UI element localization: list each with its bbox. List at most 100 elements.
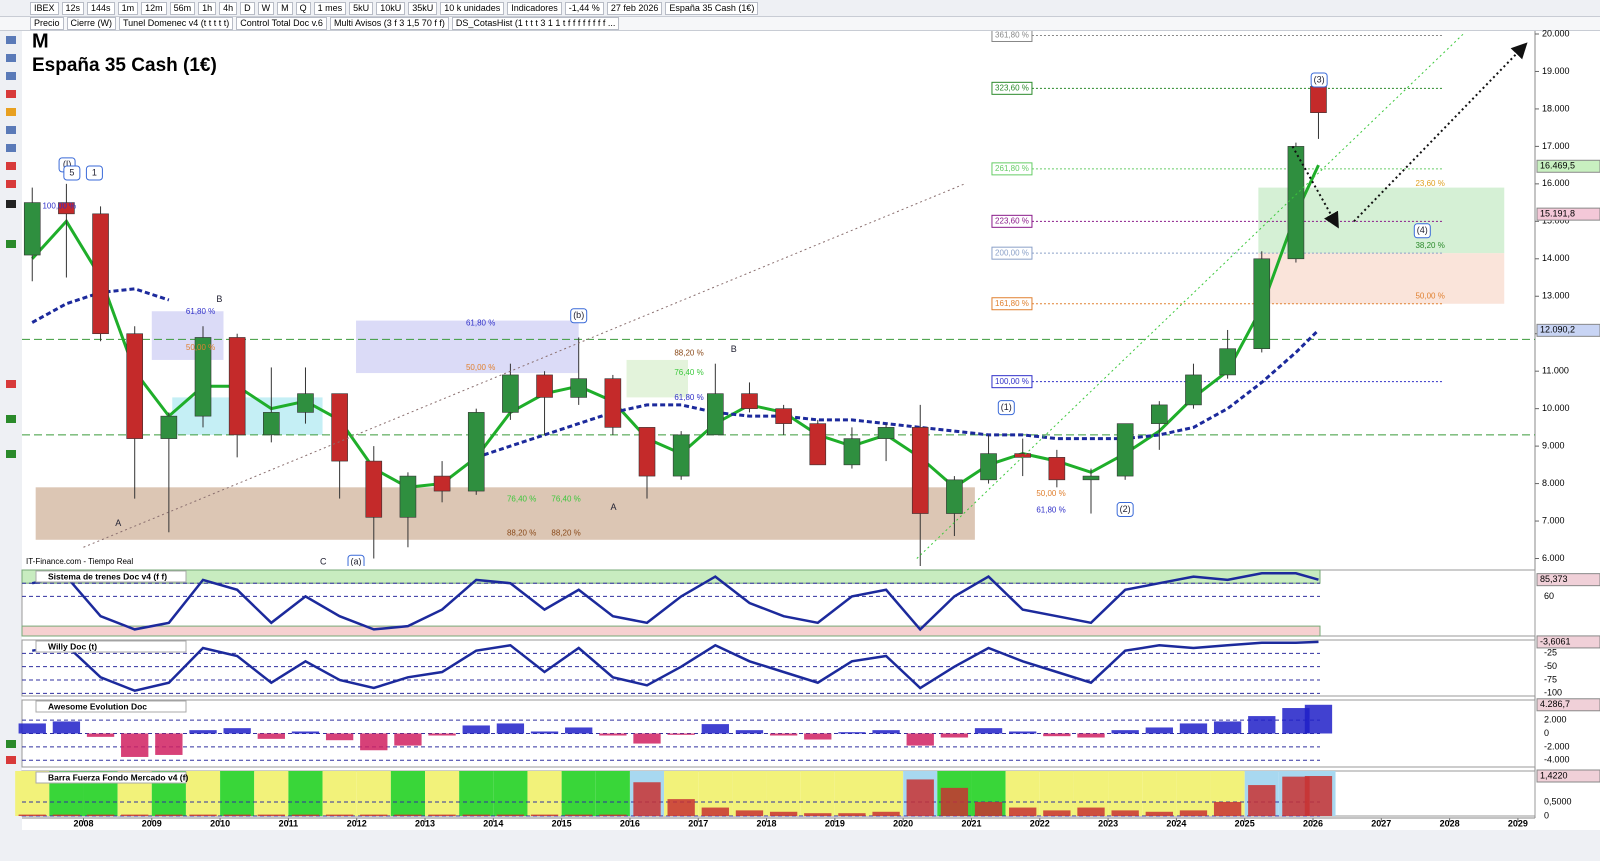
- candle-body: [980, 453, 997, 481]
- y-tick-label: 15.000: [1542, 216, 1570, 226]
- candle-body: [228, 337, 246, 436]
- panel-tick-label: -2.000: [1544, 741, 1570, 751]
- toolbar-button[interactable]: D: [240, 1, 255, 15]
- candle-body: [399, 475, 417, 518]
- indicator-line: [31, 572, 1319, 632]
- state-band: [220, 771, 255, 816]
- indicator-bar: [394, 733, 422, 746]
- indicator-bar: [291, 814, 320, 816]
- panel-band: [21, 569, 1321, 584]
- indicator-bar: [906, 733, 934, 746]
- wave-label: (4): [1417, 225, 1428, 235]
- toolbar-button[interactable]: 1m: [117, 1, 139, 15]
- indicator-bar: [428, 814, 456, 816]
- toolbar-button[interactable]: 1 mes: [313, 1, 347, 15]
- wave-box: [1310, 72, 1328, 88]
- panel-tick-label: -100: [1544, 688, 1562, 698]
- indicator-bar: [121, 814, 149, 816]
- toolbar-button[interactable]: 4h: [219, 1, 238, 15]
- level-label: 61,80 %: [466, 319, 495, 328]
- fib-label-box: [991, 162, 1033, 176]
- indicator-panel: Sistema de trenes Doc v4 (f f): [21, 569, 1536, 637]
- price-tag: [1536, 323, 1600, 337]
- indicator-panel: Barra Fuerza Fondo Mercado v4 (f): [15, 770, 1536, 817]
- toolbar-button[interactable]: IBEX: [30, 1, 59, 15]
- candle-body: [877, 427, 895, 439]
- toolbar-button[interactable]: 56m: [169, 1, 196, 15]
- indicator-bar: [633, 782, 661, 816]
- indicator-chip[interactable]: DS_CotasHist (1 t t t 3 1 1 t f f f f f …: [451, 17, 620, 30]
- price-tag: [1536, 207, 1600, 221]
- toolbar-button[interactable]: 12m: [141, 1, 167, 15]
- indicator-bar: [701, 724, 729, 734]
- panel-tick-label: 0,5000: [1544, 796, 1572, 806]
- panel-tick-label: -25: [1544, 648, 1557, 658]
- indicator-chip[interactable]: Control Total Doc v.6: [236, 17, 327, 30]
- instrument-title: España 35 Cash (1€): [32, 55, 217, 76]
- fib-label-box: [991, 31, 1033, 42]
- indicator-chip[interactable]: Multi Avisos (3 f 3 1,5 70 f f): [329, 17, 449, 30]
- wave-label: (3): [1314, 74, 1325, 84]
- indicator-bar: [838, 732, 866, 734]
- x-tick-label: 2018: [757, 818, 777, 828]
- indicator-bar: [18, 723, 46, 734]
- toolbar-button[interactable]: 10 k unidades: [440, 1, 505, 15]
- toolbar: IBEX 12s 144s 1m 12m 56m 1h 4h D W M Q 1 mes 5kU 10kU 3…: [0, 0, 1600, 17]
- wave-label: A: [115, 518, 121, 528]
- y-tick-label: 8.000: [1542, 478, 1565, 488]
- toolbar-button[interactable]: 10kU: [376, 1, 406, 15]
- toolbar-button[interactable]: 35kU: [408, 1, 438, 15]
- indicator-bar: [565, 727, 593, 734]
- toolbar-button[interactable]: 144s: [87, 1, 115, 15]
- indicator-bar: [1009, 807, 1037, 816]
- x-tick-label: 2017: [688, 818, 708, 828]
- candle-body: [1116, 423, 1134, 477]
- indicator-bar: [1248, 716, 1276, 734]
- toolbar-button[interactable]: Indicadores: [507, 1, 562, 15]
- level-label: 50,00 %: [186, 343, 215, 352]
- panel-tick-label: 0: [1544, 810, 1549, 820]
- toolbar-button[interactable]: 27 feb 2026: [606, 1, 663, 15]
- candle-body: [365, 460, 383, 518]
- state-band: [1142, 771, 1177, 816]
- state-band: [288, 771, 323, 816]
- level-label: 76,40 %: [507, 494, 536, 503]
- indicator-bar: [360, 733, 388, 751]
- toolbar-button[interactable]: 5kU: [349, 1, 374, 15]
- state-band: [527, 771, 562, 816]
- fib-label: 200,00 %: [995, 248, 1029, 257]
- level-label: 76,40 %: [551, 494, 580, 503]
- value-tag: [1536, 573, 1600, 587]
- trend-line: [916, 33, 1464, 559]
- x-tick-label: 2021: [961, 818, 981, 828]
- indicator-chip[interactable]: Tunel Domenec v4 (t t t t t): [119, 17, 234, 30]
- toolbar-button[interactable]: -1,44 %: [564, 1, 604, 15]
- indicator-bar: [223, 728, 251, 734]
- level-label: 38,20 %: [1415, 241, 1444, 250]
- x-tick-label: 2012: [347, 818, 367, 828]
- indicator-bar: [530, 814, 559, 816]
- state-band: [390, 771, 426, 816]
- toolbar-button[interactable]: 1h: [198, 1, 217, 15]
- level-label: 100,00 %: [42, 201, 76, 210]
- zone: [35, 487, 975, 540]
- panel-tick-label: 2.000: [1544, 714, 1567, 724]
- indicator-bar: [1043, 733, 1071, 737]
- toolbar-button[interactable]: Q: [295, 1, 311, 15]
- toolbar-button[interactable]: W: [257, 1, 275, 15]
- toolbar-button[interactable]: España 35 Cash (1€): [665, 1, 759, 15]
- indicator-chip[interactable]: Cierre (W): [66, 17, 117, 30]
- panel-title-box: [35, 570, 187, 583]
- toolbar-button[interactable]: 12s: [61, 1, 85, 15]
- state-band: [732, 771, 767, 816]
- indicator-bar: [735, 810, 764, 816]
- indicator-chip[interactable]: Precio: [30, 17, 64, 30]
- indicator-bar: [1304, 704, 1333, 734]
- toolbar-button[interactable]: M: [277, 1, 293, 15]
- wave-label: (b): [573, 310, 584, 320]
- candle-body: [433, 475, 451, 492]
- candle-body: [911, 427, 929, 514]
- state-band: [834, 771, 870, 816]
- candle-body: [297, 393, 314, 413]
